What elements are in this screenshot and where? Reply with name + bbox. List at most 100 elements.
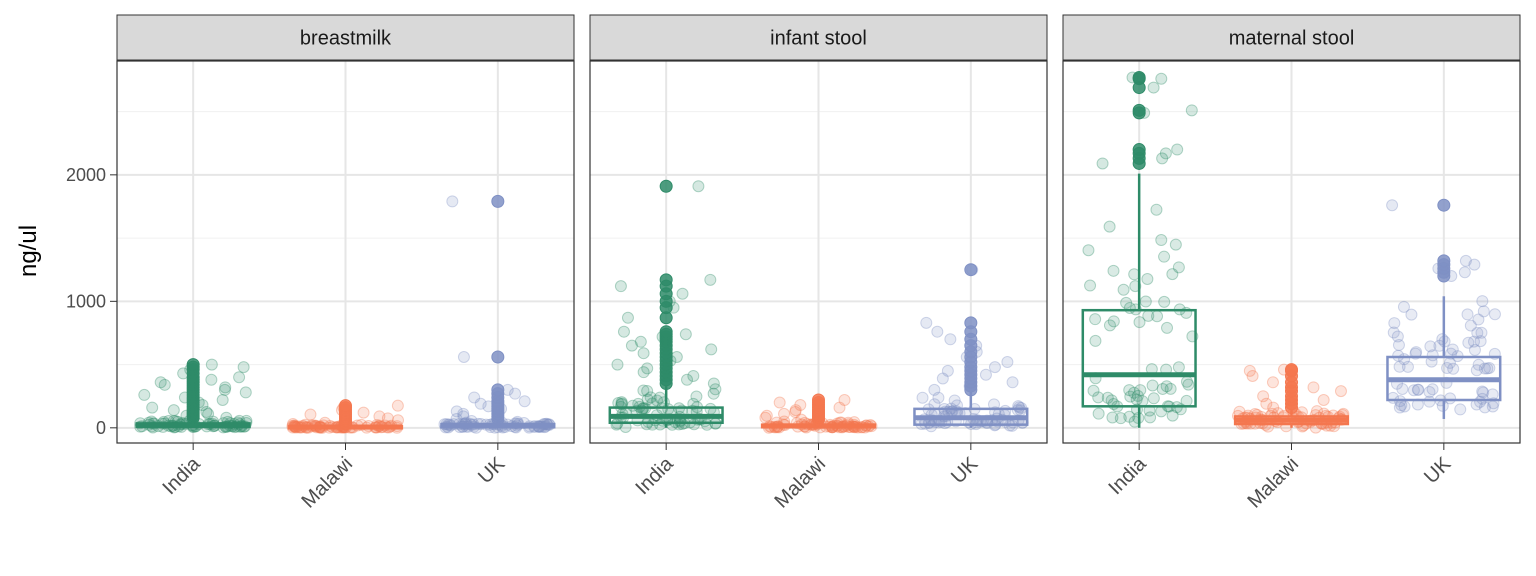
box-group-india [1081, 70, 1199, 428]
facet-panel: maternal stool India Malawi UK [1062, 14, 1521, 513]
jitter-point [1120, 296, 1133, 309]
jitter-point [1096, 157, 1109, 170]
jitter-point [979, 368, 992, 381]
jitter-point [1387, 326, 1400, 339]
jitter-point [644, 391, 657, 404]
jitter-point [518, 395, 531, 408]
jitter-point [468, 391, 481, 404]
x-tick-label: Malawi [770, 453, 830, 513]
jitter-point [304, 408, 317, 421]
outlier-point [964, 263, 978, 277]
jitter-point [216, 393, 229, 406]
jitter-point [457, 350, 470, 363]
jitter-point [1478, 362, 1491, 375]
jitter-point [670, 350, 683, 363]
jitter-point [619, 420, 632, 433]
box-group-malawi [286, 399, 405, 434]
jitter-point [1307, 381, 1320, 394]
jitter-point [392, 414, 405, 427]
jitter-point [1477, 305, 1490, 318]
jitter-point [1158, 250, 1171, 263]
jitter-point [1477, 386, 1490, 399]
jitter-point [1006, 376, 1019, 389]
jitter-point [709, 383, 722, 396]
x-tick-label: India [1104, 452, 1151, 499]
x-tick-label: Malawi [1243, 453, 1303, 513]
jitter-point [1246, 369, 1259, 382]
jitter-point [218, 383, 231, 396]
jitter-point [1089, 313, 1102, 326]
jitter-point [759, 411, 772, 424]
jitter-point [1139, 295, 1152, 308]
jitter-point [239, 386, 252, 399]
jitter-point [1488, 308, 1501, 321]
outlier-point [1132, 103, 1146, 117]
jitter-point [641, 384, 654, 397]
outlier-point [1437, 198, 1451, 212]
jitter-point [1185, 104, 1198, 117]
jitter-point [1082, 244, 1095, 257]
jitter-point [1159, 147, 1172, 160]
facet-strip-label: maternal stool [1229, 28, 1355, 50]
jitter-point [1401, 360, 1414, 373]
outlier-point [186, 358, 200, 372]
jitter-point [1397, 300, 1410, 313]
jitter-point [1243, 364, 1256, 377]
jitter-point [1123, 384, 1136, 397]
jitter-point [1084, 279, 1097, 292]
jitter-point [760, 409, 773, 422]
jitter-point [1386, 199, 1399, 212]
jitter-point [1257, 390, 1270, 403]
jitter-point [1471, 326, 1484, 339]
jitter-point [1317, 393, 1330, 406]
facet-strip [589, 14, 1048, 61]
jitter-point [1395, 399, 1408, 412]
jitter-point [1146, 379, 1159, 392]
facet-strip-label: breastmilk [300, 28, 392, 50]
jitter-point [1266, 376, 1279, 389]
jitter-point [237, 361, 250, 374]
jitter-point [1123, 302, 1136, 315]
jitter-point [1147, 392, 1160, 405]
jitter-point [391, 399, 404, 412]
jitter-point [1092, 391, 1105, 404]
jitter-point [1478, 401, 1491, 414]
jitter-point [1441, 362, 1454, 375]
jitter-point [1483, 361, 1496, 374]
outlier-point [1437, 254, 1451, 268]
jitter-point [1164, 382, 1177, 395]
jitter-point [1107, 315, 1120, 328]
jitter-point [1128, 386, 1141, 399]
jitter-point [1462, 336, 1475, 349]
jitter-point [773, 396, 786, 409]
jitter-point [1486, 400, 1499, 413]
jitter-point [1423, 386, 1436, 399]
jitter-point [1461, 308, 1474, 321]
jitter-point [1103, 220, 1116, 233]
jitter-point [1141, 272, 1154, 285]
facet-strip [116, 14, 575, 61]
jitter-point [692, 180, 705, 193]
jitter-point [1106, 411, 1119, 424]
box-group-india [134, 358, 253, 434]
jitter-point [1426, 349, 1439, 362]
jitter-point [1150, 203, 1163, 216]
y-tick-label: 1000 [66, 291, 106, 311]
jitter-point [1161, 321, 1174, 334]
jitter-point [1267, 401, 1280, 414]
jitter-point [1172, 361, 1185, 374]
jitter-point [1454, 403, 1467, 416]
outlier-point [339, 399, 352, 413]
jitter-point [641, 393, 654, 406]
jitter-point [1458, 266, 1471, 279]
box-group-malawi [1231, 363, 1350, 434]
outlier-point [491, 383, 505, 397]
jitter-point [651, 394, 664, 407]
jitter-point [1426, 383, 1439, 396]
x-tick-label: Malawi [297, 453, 357, 513]
jitter-point [634, 335, 647, 348]
box-group-uk [438, 194, 556, 434]
jitter-point [1468, 258, 1481, 271]
jitter-point [704, 273, 717, 286]
jitter-point [1476, 385, 1489, 398]
